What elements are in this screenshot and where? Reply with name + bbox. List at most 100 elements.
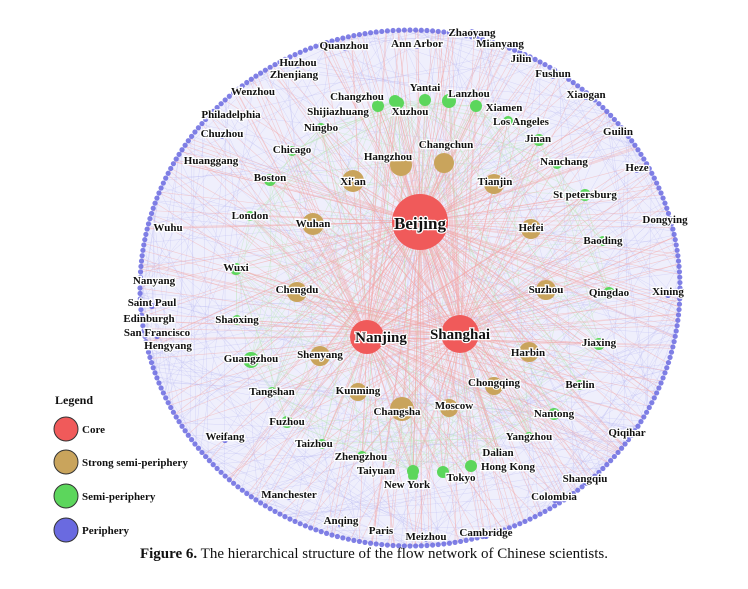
edge-periphery xyxy=(263,71,564,501)
node-hong-kong xyxy=(465,460,477,472)
edge-core-inner xyxy=(459,228,532,335)
edge-core xyxy=(322,43,368,338)
periphery-dot xyxy=(588,93,594,99)
edge-periphery xyxy=(175,416,260,503)
edge-semi xyxy=(553,384,581,415)
edge-periphery xyxy=(411,29,567,78)
edge-core xyxy=(143,328,461,335)
periphery-dot xyxy=(588,477,594,483)
periphery-dot xyxy=(608,112,614,118)
periphery-ring xyxy=(137,27,683,549)
periphery-dot xyxy=(542,508,548,515)
edge-periphery xyxy=(146,228,362,542)
periphery-dot xyxy=(649,400,655,406)
periphery-dot xyxy=(147,354,153,360)
periphery-dot xyxy=(140,323,146,329)
periphery-dot xyxy=(199,449,205,456)
edge-core xyxy=(349,333,461,540)
label-qiqihar: Qiqihar xyxy=(608,427,645,439)
edge-core xyxy=(419,221,678,323)
periphery-dot xyxy=(373,29,379,35)
edge-periphery xyxy=(477,38,587,484)
periphery-dot xyxy=(137,269,144,275)
periphery-dot xyxy=(222,97,228,103)
edge-periphery xyxy=(139,41,332,292)
periphery-dot xyxy=(214,104,220,111)
periphery-dot xyxy=(226,93,232,99)
edge-periphery xyxy=(311,47,635,145)
node-hefei xyxy=(521,219,541,239)
periphery-dot xyxy=(407,543,413,549)
periphery-dot xyxy=(384,28,391,34)
edge-core xyxy=(419,221,458,542)
edge-core xyxy=(151,214,461,335)
edge-periphery xyxy=(187,141,578,491)
node-cambridge xyxy=(483,533,489,539)
periphery-dot xyxy=(506,525,512,531)
periphery-dot xyxy=(424,27,430,34)
edge-core xyxy=(366,336,613,459)
label-xi-an: Xi'an xyxy=(340,176,366,188)
edge-periphery xyxy=(153,207,175,414)
node-nanchang xyxy=(552,159,562,169)
edge-core-inner xyxy=(366,164,402,338)
edge-core xyxy=(419,83,576,223)
node-shenyang xyxy=(310,346,330,366)
periphery-dot xyxy=(137,279,143,286)
label-kunming: Kunming xyxy=(336,385,381,397)
periphery-dot xyxy=(675,312,682,318)
periphery-dot xyxy=(677,290,683,297)
edge-core-inner xyxy=(366,289,547,338)
edge-core-inner xyxy=(459,292,610,335)
edge-periphery xyxy=(159,383,217,469)
edge-core xyxy=(413,333,461,547)
periphery-dot xyxy=(673,242,679,248)
edge-core xyxy=(397,30,421,223)
label-berlin: Berlin xyxy=(565,379,594,391)
periphery-dot xyxy=(618,125,625,131)
legend: Legend Core Strong semi-periphery Semi-p… xyxy=(53,392,190,543)
edge-core xyxy=(295,336,368,522)
label-ningbo: Ningbo xyxy=(304,122,339,134)
edge-periphery xyxy=(398,29,535,60)
label-tianjin: Tianjin xyxy=(478,176,513,188)
node-huzhou xyxy=(295,62,301,68)
edge-periphery xyxy=(278,332,677,514)
edge-core-inner xyxy=(459,333,581,386)
periphery-dot xyxy=(396,27,402,33)
label-london: London xyxy=(232,210,269,222)
periphery-dot xyxy=(452,539,458,545)
edge-core xyxy=(439,31,461,335)
node-ann-arbor xyxy=(414,43,420,49)
edge-semi xyxy=(286,421,499,453)
periphery-dot xyxy=(182,428,188,434)
node-yangzhou xyxy=(524,432,534,442)
edge-periphery xyxy=(173,412,453,544)
node-harbin xyxy=(519,342,539,362)
node-colombia xyxy=(552,497,558,503)
edge-core xyxy=(459,188,660,335)
edge-core-inner xyxy=(419,221,530,353)
periphery-dot xyxy=(596,469,602,475)
periphery-dot xyxy=(608,458,614,464)
edge-core xyxy=(253,77,368,338)
edge-semi xyxy=(235,215,251,270)
edge-periphery xyxy=(589,308,680,481)
edge-core xyxy=(419,127,622,223)
edge-periphery xyxy=(164,128,623,181)
edge-core-inner xyxy=(312,223,461,335)
periphery-dot xyxy=(390,542,396,549)
periphery-dot xyxy=(138,263,144,270)
edge-core xyxy=(419,221,578,491)
periphery-dot xyxy=(362,539,368,545)
periphery-dot xyxy=(244,490,250,497)
edge-core-inner xyxy=(459,120,509,335)
edge-core-inner xyxy=(366,336,600,345)
edge-core xyxy=(249,80,368,338)
edge-core xyxy=(366,325,678,338)
label-harbin: Harbin xyxy=(511,347,545,359)
edge-core-inner xyxy=(419,221,604,242)
node-baoding xyxy=(598,236,608,246)
edge-periphery xyxy=(152,287,681,368)
edge-core-inner xyxy=(448,100,461,335)
